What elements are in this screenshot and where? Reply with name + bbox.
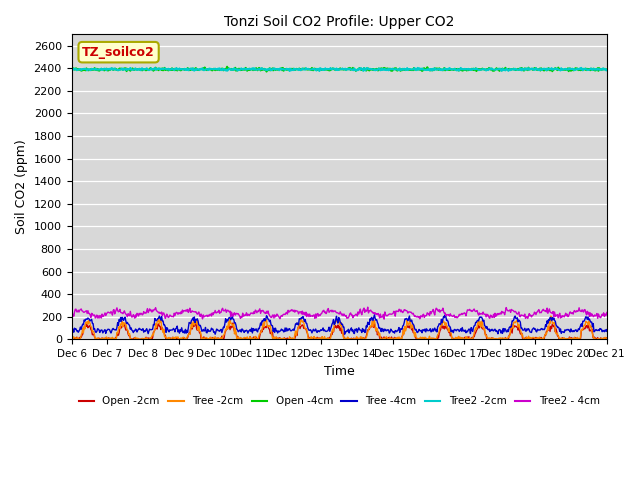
Tree -2cm [449,336,456,341]
Tree -4cm [639,327,640,333]
Tree -2cm [68,336,76,341]
Tree2 - 4cm [268,314,276,320]
Tree2 -2cm [68,67,76,72]
Open -4cm [417,67,425,72]
Open -2cm [192,319,200,325]
Tree -2cm [136,336,143,342]
Open -2cm [417,336,425,342]
Tree2 -2cm [577,65,585,71]
Tree2 -2cm [134,67,142,72]
Open -2cm [241,335,249,341]
Tree -4cm [134,326,142,332]
Tree2 - 4cm [639,310,640,316]
Tree -4cm [417,327,425,333]
Open -4cm [291,67,299,73]
Tree2 - 4cm [239,313,247,319]
Tree -2cm [269,336,276,341]
Tree2 -2cm [316,68,323,74]
Tree -4cm [268,323,276,328]
Tree -4cm [371,312,378,318]
Legend: Open -2cm, Tree -2cm, Open -4cm, Tree -4cm, Tree2 -2cm, Tree2 - 4cm: Open -2cm, Tree -2cm, Open -4cm, Tree -4… [74,392,604,410]
Line: Tree -4cm: Tree -4cm [72,315,640,334]
Line: Tree2 -2cm: Tree2 -2cm [72,68,640,71]
Line: Tree2 - 4cm: Tree2 - 4cm [72,307,640,319]
Tree2 - 4cm [134,313,142,319]
Tree2 -2cm [449,66,456,72]
Open -2cm [269,336,277,342]
Tree -2cm [75,336,83,342]
Tree2 - 4cm [449,313,457,319]
X-axis label: Time: Time [324,365,355,378]
Tree -4cm [289,326,297,332]
Open -2cm [639,335,640,340]
Tree2 -2cm [417,67,424,72]
Tree -2cm [417,334,424,340]
Tree -2cm [639,336,640,342]
Tree2 -2cm [289,67,297,73]
Line: Open -4cm: Open -4cm [72,67,640,72]
Tree2 - 4cm [364,304,372,310]
Open -2cm [93,336,101,342]
Tree -4cm [449,330,457,336]
Tree2 -2cm [239,66,247,72]
Open -4cm [449,67,457,73]
Open -4cm [223,64,231,70]
Tree2 - 4cm [289,309,297,314]
Tree2 -2cm [268,67,276,73]
Tree -4cm [341,331,349,337]
Tree -4cm [239,328,247,334]
Tree -2cm [290,336,298,342]
Open -2cm [136,336,143,342]
Tree -2cm [241,335,248,340]
Open -4cm [241,66,248,72]
Tree -4cm [68,328,76,334]
Line: Tree -2cm: Tree -2cm [72,316,640,339]
Open -4cm [639,65,640,71]
Open -4cm [134,66,142,72]
Open -4cm [262,69,270,74]
Open -4cm [269,68,277,73]
Tree -2cm [547,313,555,319]
Tree2 -2cm [639,67,640,73]
Open -4cm [68,66,76,72]
Open -2cm [449,336,457,341]
Tree2 - 4cm [380,316,388,322]
Y-axis label: Soil CO2 (ppm): Soil CO2 (ppm) [15,140,28,234]
Open -2cm [291,336,299,341]
Open -2cm [68,334,76,340]
Text: TZ_soilco2: TZ_soilco2 [82,46,155,59]
Title: Tonzi Soil CO2 Profile: Upper CO2: Tonzi Soil CO2 Profile: Upper CO2 [224,15,454,29]
Tree2 - 4cm [417,313,425,319]
Tree2 - 4cm [68,310,76,316]
Line: Open -2cm: Open -2cm [72,322,640,339]
